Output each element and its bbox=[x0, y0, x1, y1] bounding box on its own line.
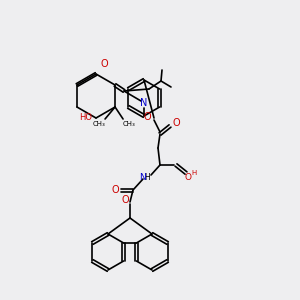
Text: CH₃: CH₃ bbox=[93, 121, 105, 127]
Text: CH₃: CH₃ bbox=[123, 121, 135, 127]
Text: H: H bbox=[191, 170, 196, 176]
Text: O: O bbox=[121, 195, 129, 205]
Text: O: O bbox=[172, 118, 180, 128]
Text: O: O bbox=[111, 185, 119, 195]
Text: H: H bbox=[144, 172, 150, 182]
Text: HO: HO bbox=[80, 113, 92, 122]
Text: O: O bbox=[143, 112, 151, 122]
Text: N: N bbox=[139, 172, 145, 182]
Text: N: N bbox=[140, 98, 148, 108]
Text: O: O bbox=[184, 172, 191, 182]
Text: O: O bbox=[100, 59, 108, 69]
